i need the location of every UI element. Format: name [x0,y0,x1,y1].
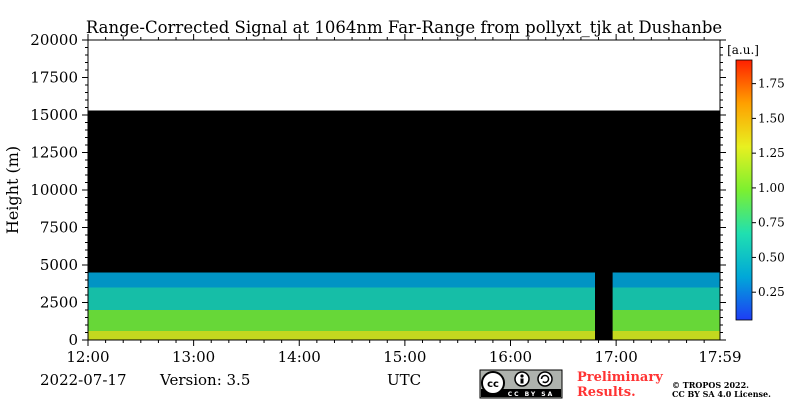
colorbar-tick-label: 1.75 [758,77,785,91]
x-tick-label: 12:00 [66,348,109,366]
x-tick-label: 13:00 [172,348,215,366]
copyright-line-1: © TROPOS 2022. [672,380,749,390]
y-tick-label: 20000 [30,31,78,49]
footer: 2022-07-17 Version: 3.5 UTC cc cc by sa … [40,369,771,400]
date-label: 2022-07-17 [40,371,126,389]
svg-text:cc: cc [487,379,499,390]
layer-boundary-layer [88,310,720,331]
x-tick-label: 14:00 [278,348,321,366]
layer-surface [88,331,720,340]
data-gap [595,110,613,340]
y-tick-label: 15000 [30,106,78,124]
layer-free-troposphere [88,111,720,273]
heatmap [88,110,720,340]
y-tick-label: 12500 [30,144,78,162]
colorbar-gradient [735,59,753,321]
cc-logo-icon [481,371,505,395]
y-tick-label: 10000 [30,181,78,199]
colorbar-ticks: 0.25 0.50 0.75 1.00 1.25 1.50 1.75 [752,77,785,299]
y-tick-label: 5000 [40,256,78,274]
y-tick-label: 17500 [30,69,78,87]
version-label: Version: 3.5 [159,371,250,389]
share-alike-icon [537,371,553,387]
license-badge: cc cc by sa [479,369,563,399]
colorbar-tick-label: 1.00 [758,181,785,195]
y-tick-label: 2500 [40,294,78,312]
chart-title: Range-Corrected Signal at 1064nm Far-Ran… [86,18,722,37]
y-axis-label: Height (m) [3,146,22,234]
x-tick-label: 16:00 [489,348,532,366]
y-tick-label: 7500 [40,219,78,237]
license-badge-text: cc by sa [508,391,555,398]
y-tick-label: 0 [68,331,78,349]
x-tick-label: 17:59 [698,348,741,366]
colorbar-tick-label: 1.25 [758,146,785,160]
layer-transition [88,272,720,288]
x-tick-label: 17:00 [595,348,638,366]
copyright-line-2: CC BY SA 4.0 License. [672,389,771,399]
layer-upper-aerosol [88,287,720,310]
plot-area [87,39,721,341]
preliminary-line-1: Preliminary [577,370,663,385]
colorbar-tick-label: 1.50 [758,111,785,125]
x-axis: 12:00 13:00 14:00 15:00 16:00 17:00 17:59 [66,34,742,366]
colorbar-label: [a.u.] [727,43,759,57]
colorbar: [a.u.] 0.25 0.50 0.75 1.00 1.25 1.50 1.75 [727,43,785,321]
colorbar-tick-label: 0.75 [758,216,785,230]
y-axis: 0 2500 5000 7500 10000 12500 15000 17500 20000 [30,31,726,349]
x-tick-label: 15:00 [383,348,426,366]
x-axis-label: UTC [387,371,421,389]
colorbar-tick-label: 0.50 [758,250,785,264]
colorbar-tick-label: 0.25 [758,285,785,299]
preliminary-line-2: Results. [577,385,636,400]
